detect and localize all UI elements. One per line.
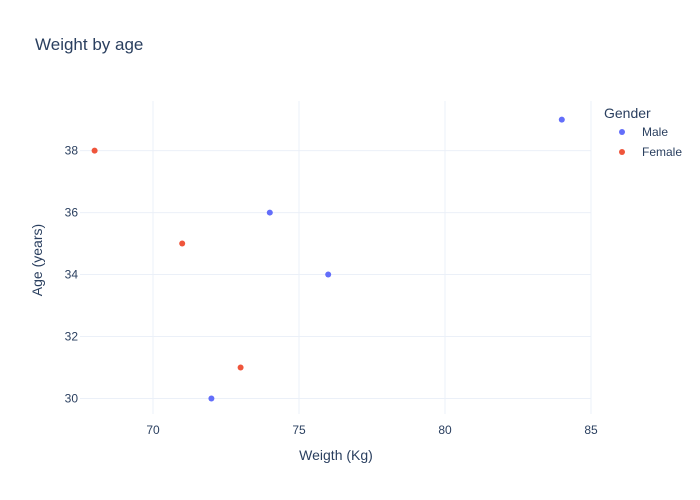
point-male-1	[266, 209, 273, 216]
point-female-2	[237, 364, 244, 371]
y-axis-title: Age (years)	[29, 224, 45, 296]
y-tick-label: 32	[65, 330, 79, 344]
x-tick-label: 70	[146, 423, 160, 437]
legend-marker-female	[619, 149, 625, 155]
legend-label-female: Female	[642, 145, 682, 159]
grid	[80, 101, 592, 414]
point-female-0	[91, 147, 98, 154]
legend-label-male: Male	[642, 125, 668, 139]
data-points	[91, 116, 565, 402]
point-male-0	[558, 116, 565, 123]
y-tick-label: 36	[65, 206, 79, 220]
chart-title: Weight by age	[35, 35, 143, 54]
y-tick-label: 30	[65, 392, 79, 406]
x-tick-label: 75	[292, 423, 306, 437]
x-tick-label: 80	[438, 423, 452, 437]
point-male-2	[325, 271, 332, 278]
point-female-1	[179, 240, 186, 247]
x-tick-label: 85	[584, 423, 598, 437]
x-axis-ticks: 70 75 80 85	[146, 423, 598, 437]
y-tick-label: 38	[65, 144, 79, 158]
legend-title: Gender	[604, 105, 651, 121]
y-tick-label: 34	[65, 268, 79, 282]
x-axis-title: Weigth (Kg)	[299, 447, 373, 463]
y-axis-ticks: 30 32 34 36 38	[65, 144, 79, 406]
point-male-3	[208, 395, 215, 402]
legend-marker-male	[619, 129, 625, 135]
legend: Gender Male Female	[604, 105, 682, 159]
